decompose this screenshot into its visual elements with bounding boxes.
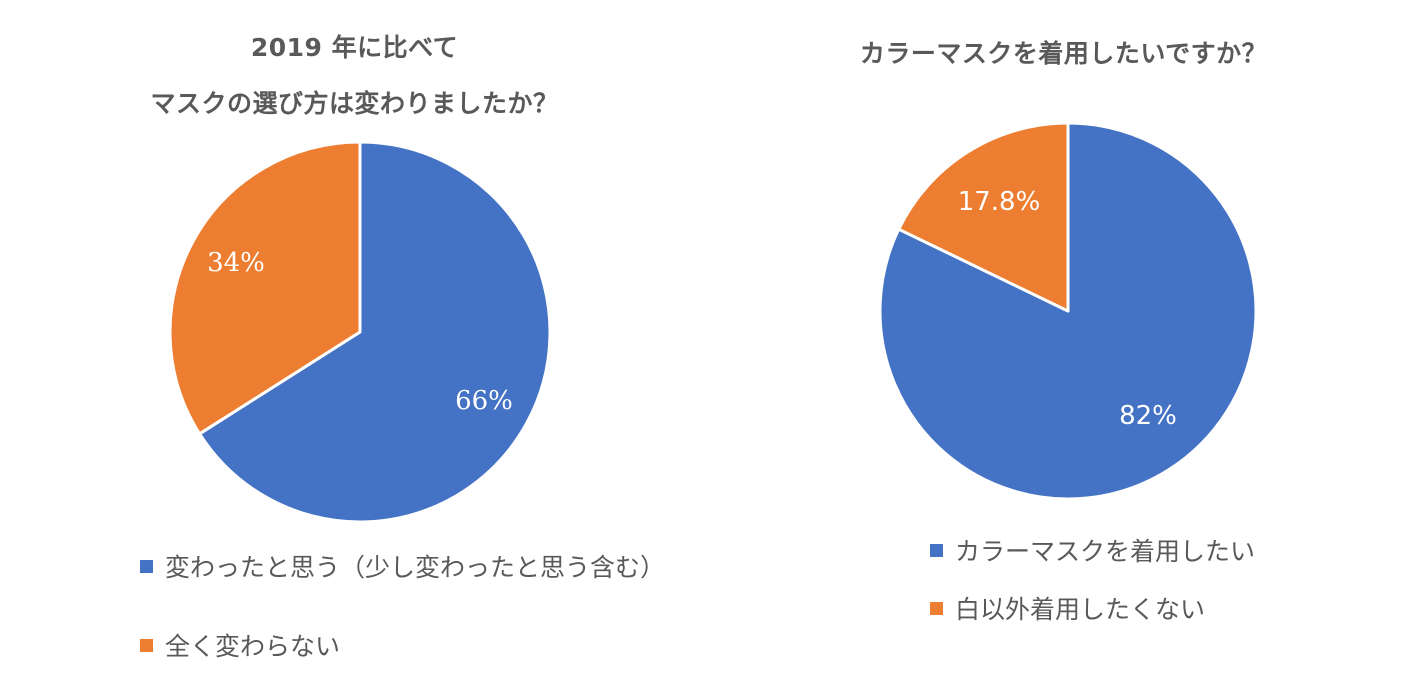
pie-slice	[198, 140, 552, 524]
legend-label: カラーマスクを着用したい	[955, 537, 1256, 566]
legend-item-white-only: 白以外着用したくない	[930, 590, 1205, 626]
pie-chart-plot: 66% 34%	[168, 140, 552, 524]
legend-swatch	[930, 543, 943, 557]
chart-title-line-2: マスクの選び方は変わりましたか？	[150, 89, 559, 118]
pie-slice	[168, 140, 362, 436]
pie-slice	[897, 121, 1070, 313]
legend-label: 変わったと思う（少し変わったと思う含む）	[165, 553, 666, 582]
chart-color-mask-wish: カラーマスクを着用したいですか？ 82% 17.8% カラーマスクを着用したい 白…	[709, 0, 1418, 689]
legend-label: 白以外着用したくない	[955, 595, 1206, 624]
chart-marital-mask-change: 2019 年に比べて マスクの選び方は変わりましたか？ 66% 34% 変わったと…	[140, 33, 665, 663]
pie-data-label: 34%	[207, 248, 265, 278]
pie-data-label: 66%	[455, 386, 513, 416]
legend-swatch	[930, 601, 943, 615]
chart-title-line-1: カラーマスクを着用したいですか？	[859, 39, 1268, 68]
legend-label: 全く変わらない	[165, 632, 341, 661]
legend-item-unchanged: 全く変わらない	[140, 627, 340, 663]
legend-item-want-color: カラーマスクを着用したい	[930, 532, 1255, 568]
pie-data-label: 17.8%	[958, 187, 1041, 217]
legend-item-changed: 変わったと思う（少し変わったと思う含む）	[140, 548, 665, 584]
pie-data-label: 82%	[1119, 401, 1177, 431]
chart-title-line-1: 2019 年に比べて	[250, 33, 459, 62]
pie-chart-plot: 82% 17.8%	[878, 121, 1258, 501]
legend-swatch	[140, 559, 153, 573]
legend-swatch	[140, 638, 153, 652]
